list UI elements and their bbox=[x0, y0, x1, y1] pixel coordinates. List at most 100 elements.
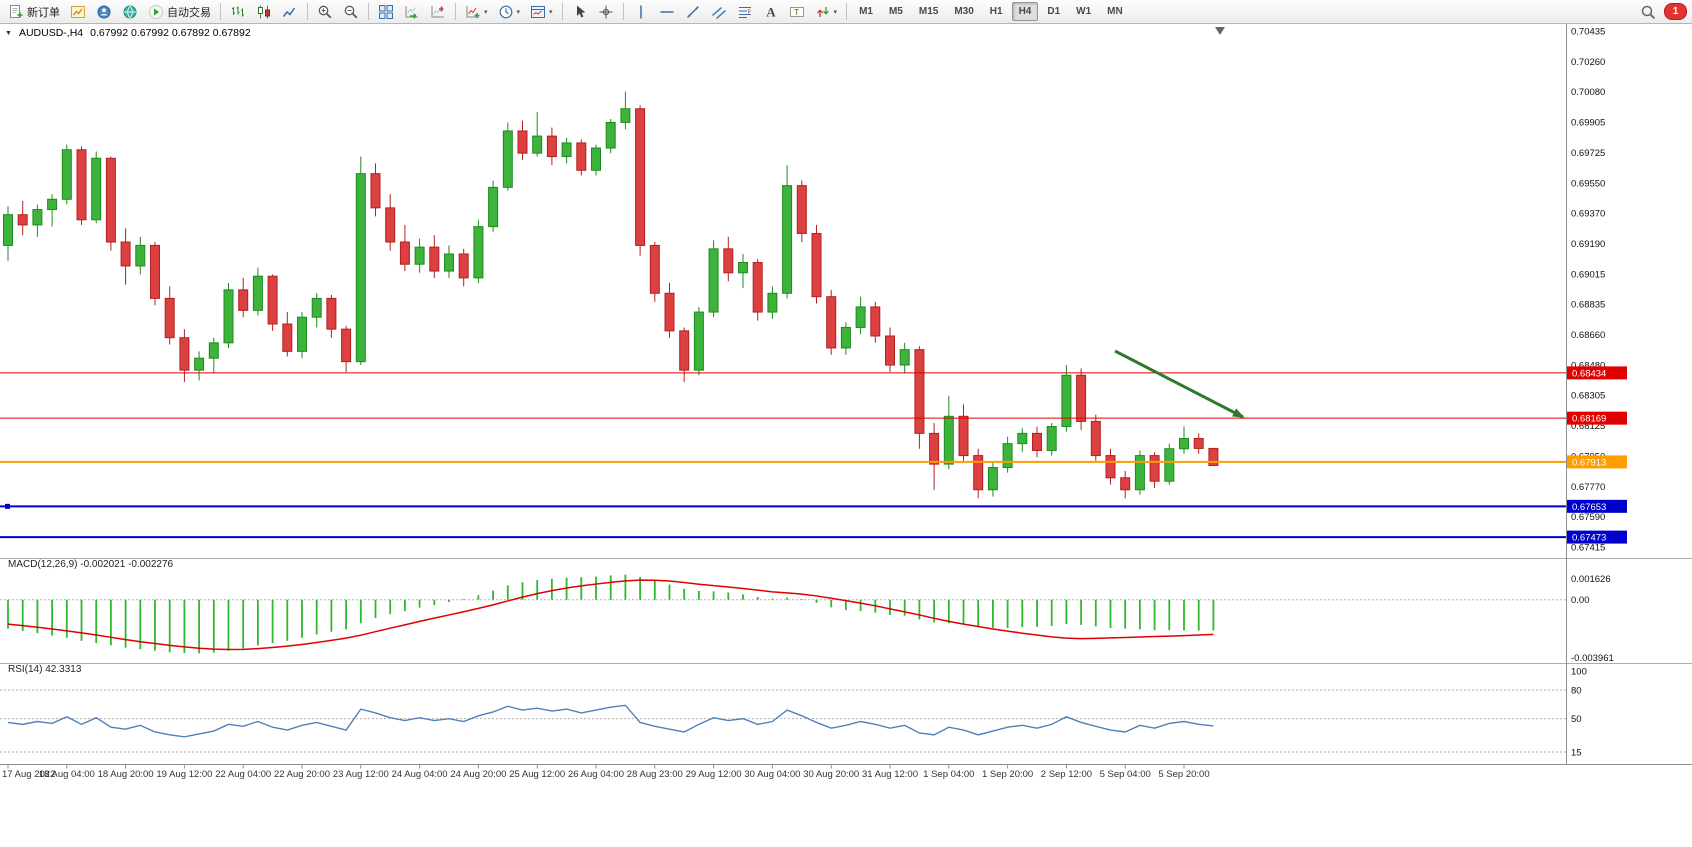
candle-body bbox=[458, 253, 469, 279]
timeframe-m30-button[interactable]: M30 bbox=[947, 2, 980, 21]
auto-trading-button[interactable]: 自动交易 bbox=[144, 2, 215, 22]
macd-histogram bbox=[7, 574, 1215, 654]
candle-body bbox=[385, 207, 396, 243]
candle-body bbox=[1208, 447, 1219, 466]
price-level-badge bbox=[1567, 455, 1627, 469]
candle-body bbox=[649, 244, 660, 294]
price-axis-label: 0.70435 bbox=[1571, 27, 1605, 38]
time-axis-label: 24 Aug 20:00 bbox=[450, 769, 506, 780]
timeframe-mn-button[interactable]: MN bbox=[1100, 2, 1130, 21]
price-axis-label: 0.70260 bbox=[1571, 57, 1605, 68]
horizontal-line-button[interactable] bbox=[655, 2, 679, 22]
arrow-tools-button[interactable]: ▾ bbox=[811, 2, 842, 22]
candle-body bbox=[502, 130, 513, 188]
equidistant-channel-button[interactable] bbox=[707, 2, 731, 22]
time-axis-label: 17 Aug 2022 bbox=[2, 769, 55, 780]
candle-body bbox=[1090, 420, 1101, 457]
price-level-badge bbox=[1567, 366, 1627, 380]
search-icon[interactable] bbox=[1640, 4, 1656, 20]
time-axis-label: 18 Aug 20:00 bbox=[98, 769, 154, 780]
auto-trading-button-label: 自动交易 bbox=[167, 6, 211, 19]
text-icon: A bbox=[763, 4, 779, 20]
price-level-badge-label: 0.67473 bbox=[1572, 533, 1606, 544]
line-chart-button[interactable] bbox=[278, 2, 302, 22]
notification-badge[interactable]: 1 bbox=[1664, 3, 1687, 20]
fibonacci-icon: F bbox=[737, 4, 753, 20]
price-axis-label: 0.67590 bbox=[1571, 512, 1605, 523]
price-axis-label: 0.68480 bbox=[1571, 360, 1605, 371]
candle-body bbox=[1105, 455, 1116, 479]
time-axis-label: 22 Aug 04:00 bbox=[215, 769, 271, 780]
trend-arrow-annotation[interactable] bbox=[1114, 349, 1245, 419]
candle-body bbox=[708, 248, 719, 313]
candle-body bbox=[91, 157, 102, 221]
text-label-button[interactable]: T bbox=[785, 2, 809, 22]
vertical-line-button[interactable] bbox=[629, 2, 653, 22]
timeframe-h1-button[interactable]: H1 bbox=[983, 2, 1010, 21]
templates-button[interactable]: ▾ bbox=[526, 2, 557, 22]
auto-scroll-icon bbox=[404, 4, 420, 20]
price-axis-label: 0.69725 bbox=[1571, 148, 1605, 159]
main-toolbar: 新订单 自动交易 ▾ ▾ ▾ F A T ▾ M1 M5 M15 M30 H1 H4 D1 W1 MN 1 bbox=[0, 0, 1692, 24]
price-axis-label: 0.68305 bbox=[1571, 391, 1605, 402]
timeframe-w1-button[interactable]: W1 bbox=[1069, 2, 1098, 21]
trendline-button[interactable] bbox=[681, 2, 705, 22]
candle-body bbox=[914, 349, 925, 434]
new-chart-icon bbox=[70, 4, 86, 20]
chart-symbol-label: AUDUSD-,H4 bbox=[18, 27, 84, 39]
bar-chart-button[interactable] bbox=[226, 2, 250, 22]
periods-button[interactable]: ▾ bbox=[494, 2, 525, 22]
candle-body bbox=[164, 297, 175, 339]
time-axis-label: 5 Sep 04:00 bbox=[1100, 769, 1151, 780]
candlestick-chart-button[interactable] bbox=[252, 2, 276, 22]
cursor-button[interactable] bbox=[568, 2, 592, 22]
candle-body bbox=[870, 306, 881, 337]
line-handle[interactable] bbox=[5, 503, 10, 509]
time-axis-label: 26 Aug 04:00 bbox=[568, 769, 624, 780]
candle-body bbox=[76, 149, 87, 221]
zoom-out-button[interactable] bbox=[339, 2, 363, 22]
candles bbox=[3, 91, 1219, 499]
candle-body bbox=[444, 253, 454, 272]
candle-body bbox=[488, 186, 499, 228]
chart-canvas[interactable]: 0.70435 0.70260 0.70080 0.69905 0.69725 0.695… bbox=[0, 23, 1692, 847]
chart-shift-button[interactable] bbox=[426, 2, 450, 22]
timeframe-m15-button[interactable]: M15 bbox=[912, 2, 945, 21]
timeframe-m1-button[interactable]: M1 bbox=[852, 2, 880, 21]
tile-windows-button[interactable] bbox=[374, 2, 398, 22]
candle-body bbox=[311, 297, 322, 318]
clock-icon bbox=[498, 4, 514, 20]
candle-body bbox=[1193, 438, 1204, 449]
candle-body bbox=[767, 292, 778, 313]
candle-body bbox=[885, 335, 895, 366]
bar-chart-icon bbox=[230, 4, 246, 20]
play-icon bbox=[148, 4, 164, 20]
tile-windows-icon bbox=[378, 4, 394, 20]
timeframe-d1-button[interactable]: D1 bbox=[1040, 2, 1067, 21]
indicators-icon bbox=[465, 4, 481, 20]
toolbar-separator bbox=[622, 3, 624, 20]
new-chart-button[interactable] bbox=[66, 2, 90, 22]
candle-body bbox=[194, 357, 205, 371]
text-button[interactable]: A bbox=[759, 2, 783, 22]
candle-body bbox=[473, 226, 484, 279]
timeframe-h4-button[interactable]: H4 bbox=[1011, 2, 1039, 21]
zoom-in-button[interactable] bbox=[313, 2, 337, 22]
time-axis-label: 28 Aug 23:00 bbox=[627, 769, 683, 780]
candle-body bbox=[826, 296, 837, 349]
candle-body bbox=[855, 306, 866, 328]
candle-body bbox=[664, 292, 675, 332]
vertical-line-icon bbox=[633, 4, 649, 20]
crosshair-button[interactable] bbox=[594, 2, 618, 22]
indicators-button[interactable]: ▾ bbox=[461, 2, 492, 22]
new-order-button[interactable]: 新订单 bbox=[4, 2, 64, 22]
time-axis-label: 30 Aug 20:00 bbox=[803, 769, 859, 780]
profiles-button[interactable] bbox=[92, 2, 116, 22]
candle-body bbox=[429, 246, 440, 272]
timeframe-m5-button[interactable]: M5 bbox=[882, 2, 910, 21]
chart-shift-marker[interactable] bbox=[1215, 27, 1225, 35]
data-window-button[interactable] bbox=[118, 2, 142, 22]
candle-body bbox=[796, 185, 807, 234]
fibonacci-button[interactable]: F bbox=[733, 2, 757, 22]
auto-scroll-button[interactable] bbox=[400, 2, 424, 22]
